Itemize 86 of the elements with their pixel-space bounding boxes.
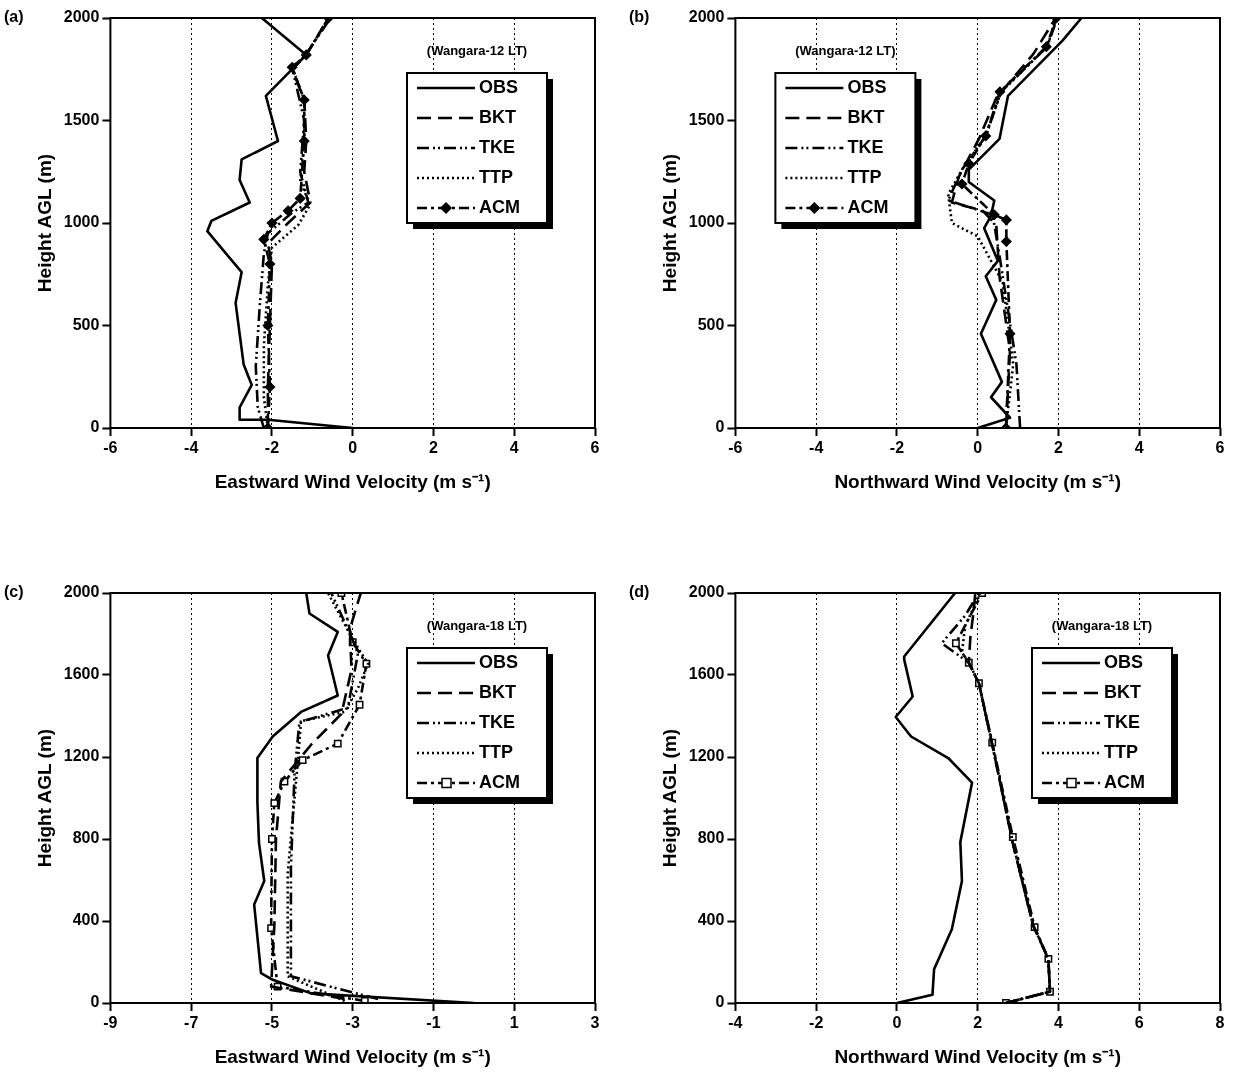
x-tick-label: -6 — [728, 439, 743, 457]
chart-title: (c) — [4, 583, 24, 601]
legend-label: ACM — [479, 196, 520, 217]
x-tick-label: 1 — [509, 1014, 519, 1032]
y-tick-label: 1000 — [63, 213, 100, 231]
y-tick-label: 1500 — [63, 110, 100, 128]
x-tick-label: 2 — [1054, 439, 1064, 457]
annotation: (Wangara-18 LT) — [1051, 617, 1153, 633]
x-tick-label: 6 — [590, 439, 600, 457]
legend-label: ACM — [847, 196, 889, 217]
x-tick-label: -1 — [426, 1014, 441, 1032]
chart-title: (a) — [4, 8, 24, 26]
legend-label: ACM — [479, 771, 520, 792]
x-tick-label: 6 — [1215, 439, 1225, 457]
y-axis-title: Height AGL (m) — [33, 153, 55, 293]
y-tick-label: 1200 — [688, 747, 725, 765]
legend-label: BKT — [847, 106, 885, 127]
x-tick-label: -5 — [264, 1014, 280, 1032]
x-tick-label: -4 — [184, 439, 199, 457]
legend-label: TTP — [479, 166, 513, 187]
y-tick-label: 0 — [90, 993, 100, 1011]
legend-label: OBS — [479, 76, 519, 97]
y-axis-title: Height AGL (m) — [658, 153, 680, 293]
legend-label: BKT — [479, 681, 516, 702]
x-tick-label: -9 — [103, 1014, 118, 1032]
y-tick-label: 500 — [72, 315, 100, 333]
legend-label: TTP — [847, 166, 882, 187]
x-tick-label: -2 — [889, 439, 905, 457]
x-tick-label: 2 — [429, 439, 439, 457]
x-tick-label: -2 — [809, 1014, 824, 1032]
x-tick-label: 0 — [892, 1014, 902, 1032]
x-axis-title: Northward Wind Velocity (m s⁻¹) — [834, 470, 1122, 492]
x-tick-label: 3 — [590, 1014, 600, 1032]
y-tick-label: 1200 — [63, 747, 100, 765]
legend-label: TTP — [1104, 741, 1138, 762]
legend-label: TKE — [479, 136, 515, 157]
x-tick-label: 0 — [973, 439, 983, 457]
x-axis-title: Eastward Wind Velocity (m s⁻¹) — [214, 470, 491, 492]
legend-label: OBS — [479, 651, 519, 672]
x-tick-label: -6 — [103, 439, 118, 457]
x-axis-title: Eastward Wind Velocity (m s⁻¹) — [214, 1045, 491, 1067]
y-tick-label: 0 — [715, 418, 725, 436]
chart-title: (b) — [629, 8, 650, 26]
x-axis-title: Northward Wind Velocity (m s⁻¹) — [834, 1045, 1122, 1067]
y-tick-label: 2000 — [688, 8, 725, 26]
legend-label: TKE — [479, 711, 515, 732]
y-tick-label: 1600 — [688, 665, 725, 683]
y-tick-label: 0 — [715, 993, 725, 1011]
legend-label: TKE — [1104, 711, 1140, 732]
x-tick-label: -4 — [728, 1014, 743, 1032]
y-tick-label: 800 — [697, 829, 725, 847]
x-tick-label: -2 — [264, 439, 280, 457]
legend-label: OBS — [1104, 651, 1144, 672]
x-tick-label: 8 — [1215, 1014, 1225, 1032]
legend-label: TTP — [479, 741, 513, 762]
chart-title: (d) — [629, 583, 650, 601]
legend-label: BKT — [479, 106, 516, 127]
y-tick-label: 500 — [697, 315, 725, 333]
x-tick-label: 6 — [1134, 1014, 1144, 1032]
legend-label: BKT — [1104, 681, 1141, 702]
y-tick-label: 400 — [697, 911, 725, 929]
x-tick-label: -4 — [809, 439, 824, 457]
x-tick-label: 2 — [973, 1014, 983, 1032]
y-axis-title: Height AGL (m) — [33, 728, 55, 868]
y-tick-label: 2000 — [688, 583, 725, 601]
y-axis-title: Height AGL (m) — [658, 728, 680, 868]
x-tick-label: 4 — [1134, 439, 1144, 457]
legend-label: TKE — [847, 136, 884, 157]
annotation: (Wangara-12 LT) — [426, 42, 528, 58]
x-tick-label: 0 — [348, 439, 358, 457]
x-tick-label: 4 — [509, 439, 519, 457]
y-tick-label: 400 — [72, 911, 100, 929]
annotation: (Wangara-12 LT) — [795, 42, 896, 58]
legend-label: OBS — [847, 76, 887, 97]
x-tick-label: -3 — [345, 1014, 360, 1032]
y-tick-label: 1000 — [688, 213, 725, 231]
y-tick-label: 1600 — [63, 665, 100, 683]
x-tick-label: 4 — [1054, 1014, 1064, 1032]
x-tick-label: -7 — [184, 1014, 199, 1032]
legend-label: ACM — [1104, 771, 1145, 792]
y-tick-label: 800 — [72, 829, 100, 847]
y-tick-label: 2000 — [63, 8, 100, 26]
y-tick-label: 1500 — [688, 110, 725, 128]
y-tick-label: 2000 — [63, 583, 100, 601]
y-tick-label: 0 — [90, 418, 100, 436]
annotation: (Wangara-18 LT) — [426, 617, 528, 633]
